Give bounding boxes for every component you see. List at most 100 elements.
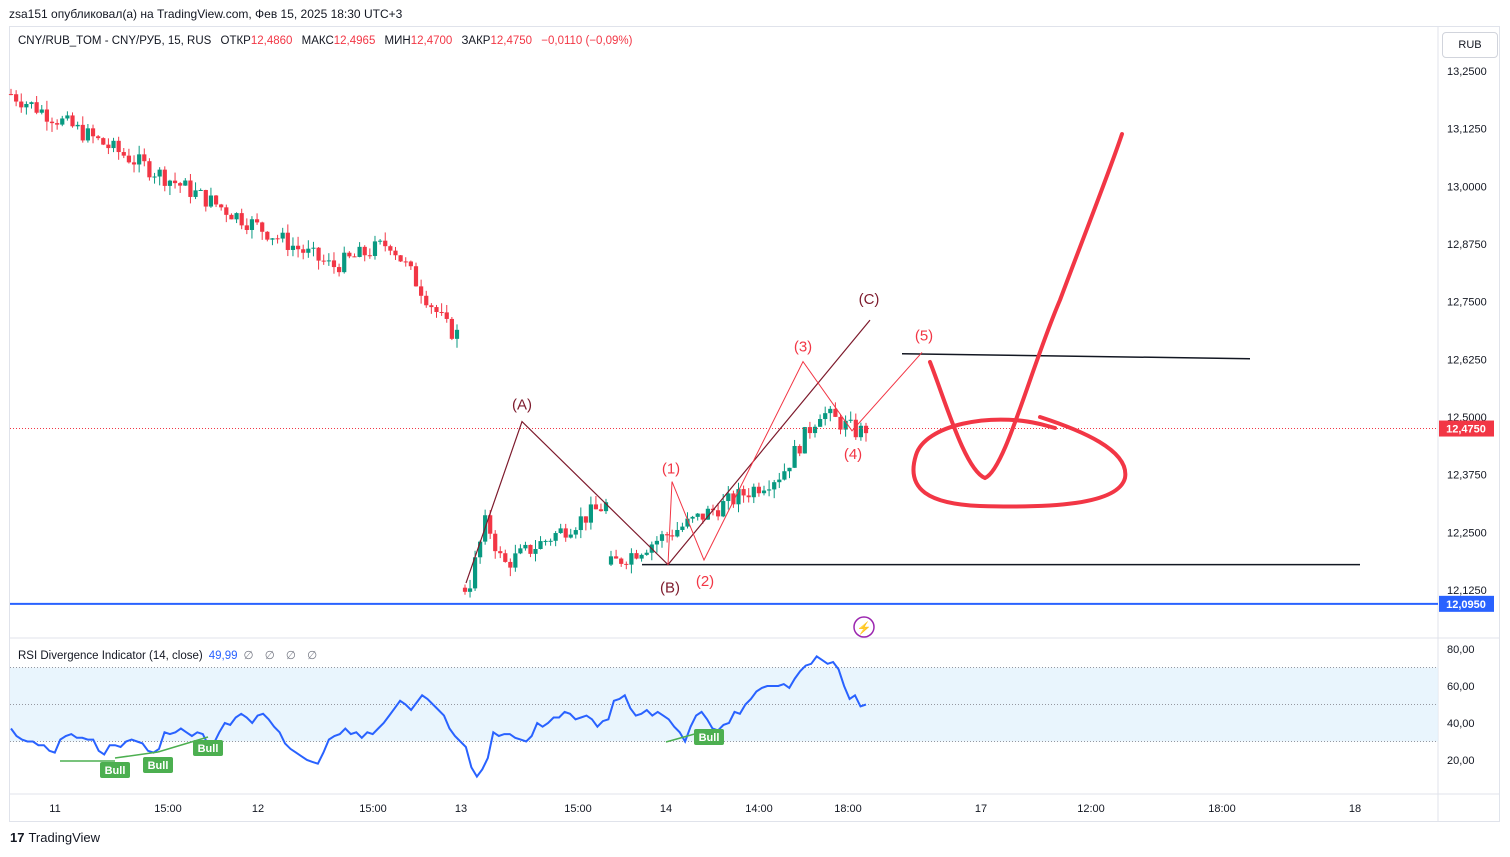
candle-body bbox=[608, 556, 614, 565]
candle-body bbox=[378, 240, 383, 242]
wave-label-abc: (B) bbox=[660, 580, 680, 597]
candle-body bbox=[137, 154, 142, 165]
lightning-icon bbox=[853, 616, 875, 638]
candle-body bbox=[513, 553, 518, 568]
low-value: 12,4700 bbox=[410, 35, 453, 47]
rsi-tick-label: 40,00 bbox=[1447, 718, 1475, 730]
candle-body bbox=[543, 540, 548, 542]
candle-body bbox=[80, 124, 85, 141]
candle-body bbox=[493, 533, 498, 552]
candle-body bbox=[106, 144, 111, 149]
candle-body bbox=[188, 180, 193, 197]
time-tick-label: 15:00 bbox=[359, 803, 387, 815]
candle-body bbox=[111, 140, 116, 149]
wave-label-impulse: (2) bbox=[696, 573, 714, 590]
publisher-bar: zsa151 опубликовал(а) на TradingView.com… bbox=[0, 0, 1510, 26]
candle-body bbox=[393, 250, 398, 256]
candle-body bbox=[685, 518, 690, 527]
bull-label-text: Bull bbox=[699, 732, 720, 744]
price-tick-label: 12,7500 bbox=[1447, 297, 1487, 309]
bull-label-tag bbox=[694, 729, 724, 745]
tradingview-logo-icon: 17 bbox=[10, 830, 25, 845]
candle-body bbox=[818, 419, 823, 427]
open-label: ОТКР bbox=[220, 35, 251, 47]
candle-body bbox=[736, 489, 741, 505]
time-tick-label: 15:00 bbox=[154, 803, 182, 815]
candle-body bbox=[772, 482, 777, 490]
candle-body bbox=[807, 427, 812, 434]
candle-body bbox=[782, 471, 787, 480]
candle-body bbox=[326, 260, 331, 262]
candle-body bbox=[848, 419, 853, 421]
candle-body bbox=[429, 305, 434, 308]
candle-body bbox=[131, 162, 137, 165]
candle-body bbox=[290, 245, 296, 250]
candle-body bbox=[828, 408, 833, 414]
price-tick-label: 13,0000 bbox=[1447, 181, 1487, 193]
bull-label-tag bbox=[143, 757, 173, 773]
candle-body bbox=[528, 544, 533, 554]
candle-body bbox=[147, 161, 152, 178]
candle-body bbox=[777, 479, 782, 483]
candle-body bbox=[726, 493, 731, 502]
candle-body bbox=[467, 588, 473, 592]
candle-body bbox=[434, 307, 439, 313]
candle-body bbox=[413, 266, 419, 287]
candle-body bbox=[568, 534, 573, 538]
candle-body bbox=[126, 155, 132, 163]
candle-body bbox=[167, 180, 173, 186]
candle-body bbox=[260, 222, 265, 232]
candle-body bbox=[49, 121, 55, 124]
time-tick-label: 13 bbox=[455, 803, 467, 815]
bull-label-tag bbox=[193, 740, 223, 756]
candle-body bbox=[398, 255, 403, 262]
time-tick-label: 12 bbox=[252, 803, 264, 815]
footer-brand[interactable]: 17 TradingView bbox=[10, 830, 100, 845]
bull-divergence-line bbox=[157, 736, 209, 753]
time-tick-label: 11 bbox=[49, 803, 60, 815]
candle-body bbox=[462, 587, 468, 592]
candle-body bbox=[654, 540, 659, 545]
candle-body bbox=[553, 533, 558, 541]
rsi-legend[interactable]: RSI Divergence Indicator (14, close) 49,9… bbox=[18, 648, 321, 662]
price-tick-label: 12,2500 bbox=[1447, 527, 1487, 539]
rsi-name[interactable]: RSI Divergence Indicator (14, close) bbox=[18, 650, 203, 662]
wave-label-impulse: (4) bbox=[844, 446, 862, 463]
candle-body bbox=[34, 102, 39, 113]
candle-body bbox=[823, 413, 828, 420]
drawn-arrow-path bbox=[928, 132, 1124, 481]
wave-12345-line bbox=[667, 352, 923, 565]
candle-body bbox=[538, 541, 543, 549]
symbol-legend[interactable]: CNY/RUB_TOM - CNY/РУБ, 15, RUS ОТКР12,48… bbox=[18, 35, 632, 47]
time-tick-label: 14:00 bbox=[745, 803, 773, 815]
symbol-name[interactable]: CNY/RUB_TOM - CNY/РУБ, 15, RUS bbox=[18, 35, 212, 47]
time-tick-label: 12:00 bbox=[1077, 803, 1105, 815]
time-tick-label: 15:00 bbox=[564, 803, 592, 815]
candle-body bbox=[639, 554, 644, 559]
candle-body bbox=[700, 513, 705, 520]
candle-body bbox=[675, 529, 680, 537]
candle-body bbox=[858, 425, 863, 438]
rsi-extras: ∅ ∅ ∅ ∅ bbox=[243, 650, 322, 662]
candle-body bbox=[101, 138, 106, 145]
candle-body bbox=[731, 493, 736, 505]
candle-body bbox=[741, 489, 746, 496]
chart-frame bbox=[9, 26, 1500, 822]
candle-body bbox=[213, 195, 219, 205]
candle-body bbox=[523, 544, 528, 549]
candle-body bbox=[548, 540, 553, 542]
candle-body bbox=[229, 214, 234, 220]
brand-name: TradingView bbox=[28, 830, 101, 845]
currency-button[interactable]: RUB bbox=[1442, 32, 1498, 58]
candle-body bbox=[767, 489, 772, 491]
rsi-tick-label: 20,00 bbox=[1447, 755, 1475, 767]
candle-body bbox=[593, 504, 599, 510]
wave-label-abc: (C) bbox=[859, 291, 880, 308]
candle-body bbox=[342, 252, 347, 273]
candle-body bbox=[388, 246, 393, 251]
candle-body bbox=[55, 123, 60, 125]
candle-body bbox=[629, 553, 634, 565]
candle-body bbox=[198, 189, 203, 191]
candle-body bbox=[603, 502, 609, 512]
